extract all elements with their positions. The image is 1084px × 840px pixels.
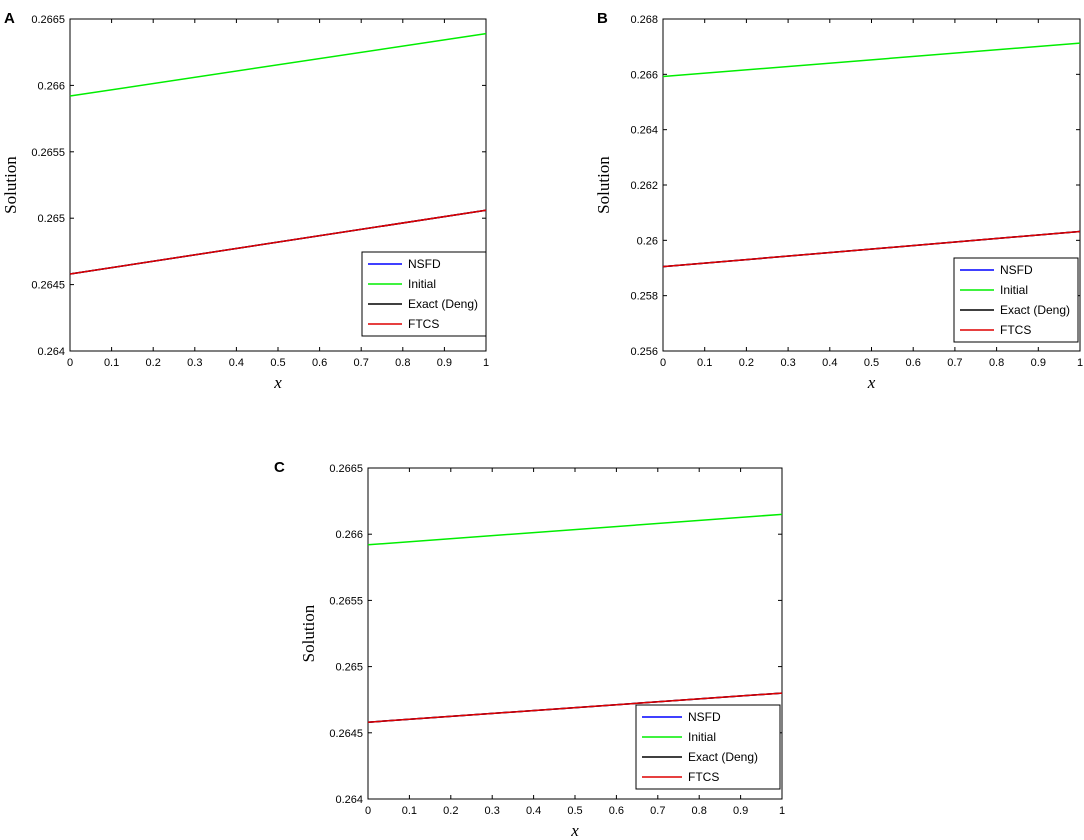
legend-entry-label: NSFD <box>408 257 441 271</box>
legend-entry-label: Exact (Deng) <box>1000 303 1070 317</box>
panel-label: A <box>4 10 15 27</box>
x-axis-label: x <box>570 821 579 840</box>
x-tick-label: 0.1 <box>104 357 119 369</box>
y-tick-label: 0.256 <box>630 346 658 358</box>
x-axis-label: x <box>273 373 282 392</box>
x-tick-label: 1 <box>1077 357 1083 369</box>
y-tick-label: 0.265 <box>335 662 363 674</box>
x-tick-label: 0.5 <box>864 357 879 369</box>
y-tick-label: 0.2655 <box>329 595 363 607</box>
x-tick-label: 0.5 <box>270 357 285 369</box>
legend-entry-label: FTCS <box>408 317 439 331</box>
y-tick-label: 0.264 <box>37 346 65 358</box>
x-tick-label: 0.9 <box>1031 357 1046 369</box>
series-line-initial <box>662 42 1081 78</box>
legend-entry-label: Initial <box>408 277 436 291</box>
x-tick-label: 1 <box>483 357 489 369</box>
legend-entry-label: FTCS <box>1000 323 1031 337</box>
x-tick-label: 0.7 <box>947 357 962 369</box>
x-tick-label: 0.1 <box>402 805 417 817</box>
panel-b: B 0 0.1 0.2 0.3 0.4 0.5 0.6 0.7 0.8 0.9 1 0.256 0.258… <box>594 10 1083 392</box>
y-tick-label: 0.266 <box>37 80 65 92</box>
legend-box <box>361 251 487 337</box>
x-tick-label: 0 <box>365 805 371 817</box>
legend-entry-label: NSFD <box>688 710 721 724</box>
x-tick-label: 1 <box>779 805 785 817</box>
panel-c: C 0 0.1 0.2 0.3 0.4 0.5 0.6 0.7 0.8 0.9 1 0.264 0.264… <box>274 459 785 840</box>
y-tick-label: 0.262 <box>630 180 658 192</box>
series-line-initial <box>367 513 783 546</box>
x-tick-label: 0.6 <box>609 805 624 817</box>
x-tick-label: 0.8 <box>989 357 1004 369</box>
legend: NSFD Initial Exact (Deng) FTCS <box>635 704 781 790</box>
x-tick-label: 0.3 <box>485 805 500 817</box>
y-tick-label: 0.266 <box>630 69 658 81</box>
x-tick-label: 0.2 <box>146 357 161 369</box>
x-tick-label: 0 <box>67 357 73 369</box>
y-tick-label: 0.26 <box>637 235 658 247</box>
legend: NSFD Initial Exact (Deng) FTCS <box>361 251 487 337</box>
y-axis-label: Solution <box>299 604 318 662</box>
y-tick-label: 0.265 <box>37 213 65 225</box>
legend-entry-label: NSFD <box>1000 263 1033 277</box>
y-tick-label: 0.264 <box>335 794 363 806</box>
x-axis-label: x <box>867 373 876 392</box>
y-tick-label: 0.268 <box>630 14 658 26</box>
legend-box <box>635 704 781 790</box>
x-tick-label: 0.5 <box>567 805 582 817</box>
x-tick-label: 0.3 <box>780 357 795 369</box>
x-tick-label: 0.9 <box>437 357 452 369</box>
x-tick-label: 0.8 <box>395 357 410 369</box>
x-tick-label: 0.3 <box>187 357 202 369</box>
y-tick-label: 0.264 <box>630 125 658 137</box>
x-tick-label: 0.4 <box>229 357 244 369</box>
legend-entry-label: Exact (Deng) <box>408 297 478 311</box>
series-line-ftcs <box>367 692 783 723</box>
series-line-ftcs <box>662 230 1081 268</box>
y-tick-label: 0.2645 <box>329 728 363 740</box>
legend-entry-label: FTCS <box>688 770 719 784</box>
y-axis-label: Solution <box>594 156 613 214</box>
x-tick-label: 0.7 <box>354 357 369 369</box>
panel-label: C <box>274 459 285 476</box>
panel-label: B <box>597 10 608 27</box>
series-line-ftcs <box>69 209 487 275</box>
x-tick-label: 0 <box>660 357 666 369</box>
panel-a: A 0 0.1 0.2 0.3 0.4 0.5 0.6 0.7 0.8 0.9 1 0.264 0.264… <box>1 10 489 392</box>
x-tick-label: 0.2 <box>739 357 754 369</box>
series-line-initial <box>69 32 487 97</box>
x-tick-label: 0.4 <box>822 357 837 369</box>
y-tick-label: 0.2655 <box>31 147 65 159</box>
x-tick-label: 0.8 <box>692 805 707 817</box>
y-tick-label: 0.258 <box>630 291 658 303</box>
x-tick-label: 0.6 <box>312 357 327 369</box>
legend-entry-label: Initial <box>688 730 716 744</box>
x-tick-label: 0.2 <box>443 805 458 817</box>
x-tick-label: 0.9 <box>733 805 748 817</box>
x-tick-label: 0.4 <box>526 805 541 817</box>
legend: NSFD Initial Exact (Deng) FTCS <box>953 257 1079 343</box>
x-tick-label: 0.6 <box>906 357 921 369</box>
legend-entry-label: Exact (Deng) <box>688 750 758 764</box>
y-tick-label: 0.2665 <box>31 14 65 26</box>
legend-entry-label: Initial <box>1000 283 1028 297</box>
y-tick-label: 0.266 <box>335 529 363 541</box>
x-tick-label: 0.1 <box>697 357 712 369</box>
legend-box <box>953 257 1079 343</box>
x-tick-label: 0.7 <box>650 805 665 817</box>
y-axis-label: Solution <box>1 156 20 214</box>
y-tick-label: 0.2665 <box>329 463 363 475</box>
y-tick-label: 0.2645 <box>31 280 65 292</box>
